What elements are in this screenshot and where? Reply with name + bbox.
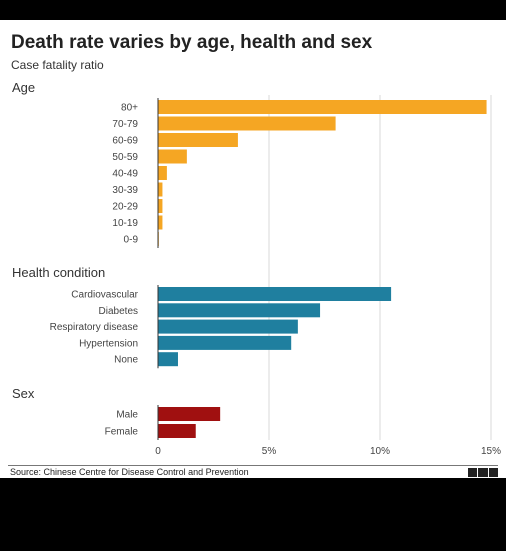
bar xyxy=(158,407,221,421)
category-label: 40-49 xyxy=(112,169,138,180)
tick-label: 10% xyxy=(370,446,390,457)
bar xyxy=(158,133,238,147)
tick-label: 0 xyxy=(155,446,161,457)
bar xyxy=(158,335,292,350)
chart-title: Death rate varies by age, health and sex xyxy=(11,32,373,53)
category-label: Respiratory disease xyxy=(50,322,139,333)
group-header: Age xyxy=(12,80,35,95)
category-label: Male xyxy=(116,410,138,421)
group-header: Health condition xyxy=(12,265,105,280)
bar xyxy=(158,319,298,334)
bar xyxy=(158,116,336,131)
category-label: 10-19 xyxy=(112,218,138,229)
category-label: Diabetes xyxy=(99,306,138,317)
source-text: Source: Chinese Centre for Disease Contr… xyxy=(10,467,249,477)
bbc-logo xyxy=(468,468,498,477)
bar xyxy=(158,182,163,197)
chart-panel: Death rate varies by age, health and sex… xyxy=(0,20,506,478)
category-label: 30-39 xyxy=(112,185,138,196)
bar-chart: Age 80+ 70-79 60-69 50-59 40-49 30-39 20-29 10-1… xyxy=(12,80,501,457)
category-label: 50-59 xyxy=(112,152,138,163)
category-label: 60-69 xyxy=(112,136,138,147)
category-label: None xyxy=(114,355,138,366)
bar xyxy=(158,424,196,438)
group-header: Sex xyxy=(12,386,35,401)
bar xyxy=(158,352,178,367)
bar xyxy=(158,100,487,114)
source-bar: Source: Chinese Centre for Disease Contr… xyxy=(8,465,498,479)
category-label: 0-9 xyxy=(124,235,139,246)
category-label: 70-79 xyxy=(112,119,138,130)
category-label: 80+ xyxy=(121,103,138,114)
category-label: Female xyxy=(105,427,139,438)
category-label: 20-29 xyxy=(112,202,138,213)
bar xyxy=(158,287,392,301)
chart-subtitle: Case fatality ratio xyxy=(11,58,104,72)
bar xyxy=(158,166,167,180)
category-label: Cardiovascular xyxy=(71,290,138,301)
tick-label: 5% xyxy=(262,446,277,457)
category-label: Hypertension xyxy=(79,338,138,349)
bar xyxy=(158,199,163,213)
bar xyxy=(158,215,163,230)
bar xyxy=(158,303,321,318)
bar xyxy=(158,149,187,164)
tick-label: 15% xyxy=(481,446,501,457)
